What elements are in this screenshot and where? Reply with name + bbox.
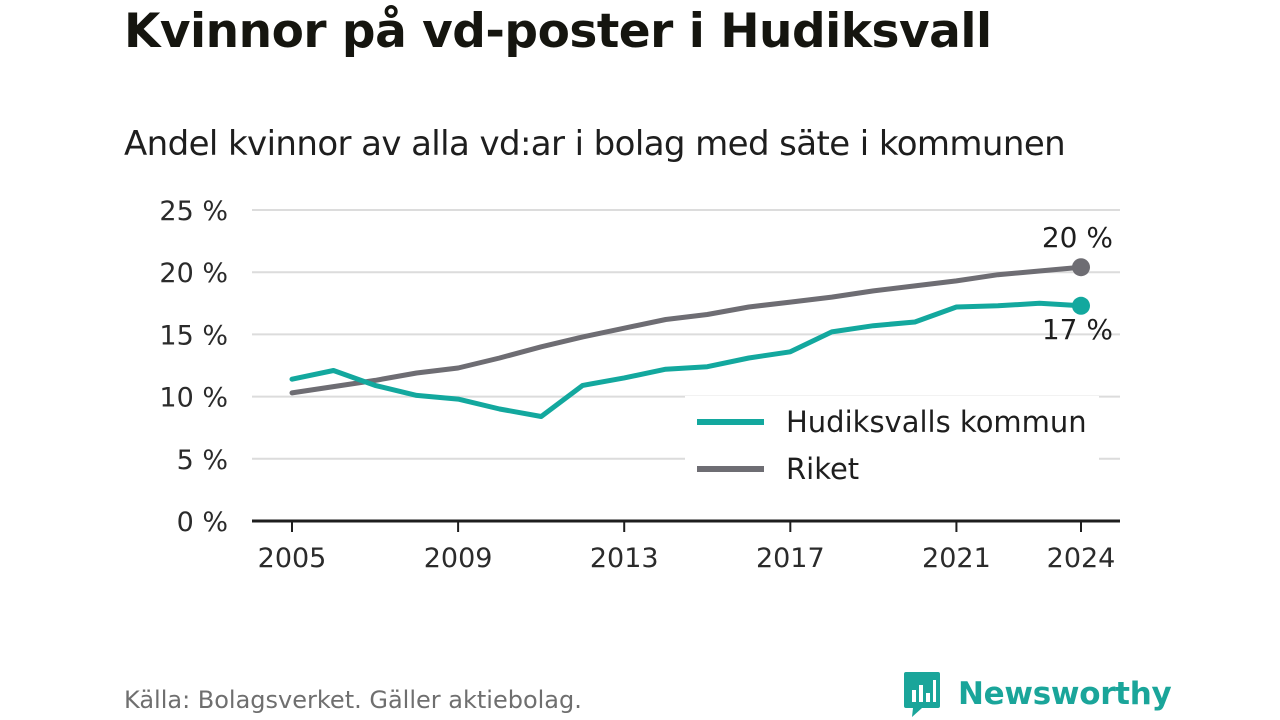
chart-subtitle: Andel kvinnor av alla vd:ar i bolag med … <box>124 124 1066 164</box>
x-tick-label: 2021 <box>922 543 991 574</box>
series-line <box>289 264 1084 396</box>
x-tick-label: 2013 <box>590 543 659 574</box>
chart-bubble-icon <box>904 672 940 717</box>
y-tick-label: 5 % <box>177 445 228 476</box>
chart-title: Kvinnor på vd-poster i Hudiksvall <box>124 4 992 59</box>
end-label-hudiksvall: 17 % <box>1042 313 1113 346</box>
end-label-riket: 20 % <box>1042 221 1113 254</box>
y-axis-tick-labels: 0 % 5 % 10 % 15 % 20 % 25 % <box>159 196 228 538</box>
y-tick-label: 0 % <box>177 507 228 538</box>
y-tick-label: 10 % <box>159 383 228 414</box>
end-labels: 20 % 17 % <box>1042 221 1113 346</box>
newsworthy-logo: Newsworthy <box>902 670 1172 718</box>
legend-label: Riket <box>786 452 859 486</box>
y-tick-label: 20 % <box>159 258 228 289</box>
series-line <box>289 300 1084 419</box>
x-tick-label: 2017 <box>756 543 825 574</box>
y-tick-label: 15 % <box>159 320 228 351</box>
x-tick-label: 2009 <box>424 543 493 574</box>
source-note: Källa: Bolagsverket. Gäller aktiebolag. <box>124 686 582 714</box>
x-axis: 2005 2009 2013 2017 2021 2024 <box>252 519 1120 574</box>
series-end-point <box>1072 296 1090 315</box>
legend: Hudiksvalls kommun Riket <box>685 396 1099 500</box>
legend-background <box>685 396 1099 500</box>
series-lines <box>289 258 1090 419</box>
x-tick-label: 2024 <box>1047 543 1116 574</box>
legend-label: Hudiksvalls kommun <box>786 405 1087 439</box>
series-end-point <box>1072 258 1090 277</box>
x-tick-label: 2005 <box>258 543 327 574</box>
y-tick-label: 25 % <box>159 196 228 227</box>
brand-name: Newsworthy <box>958 676 1172 712</box>
